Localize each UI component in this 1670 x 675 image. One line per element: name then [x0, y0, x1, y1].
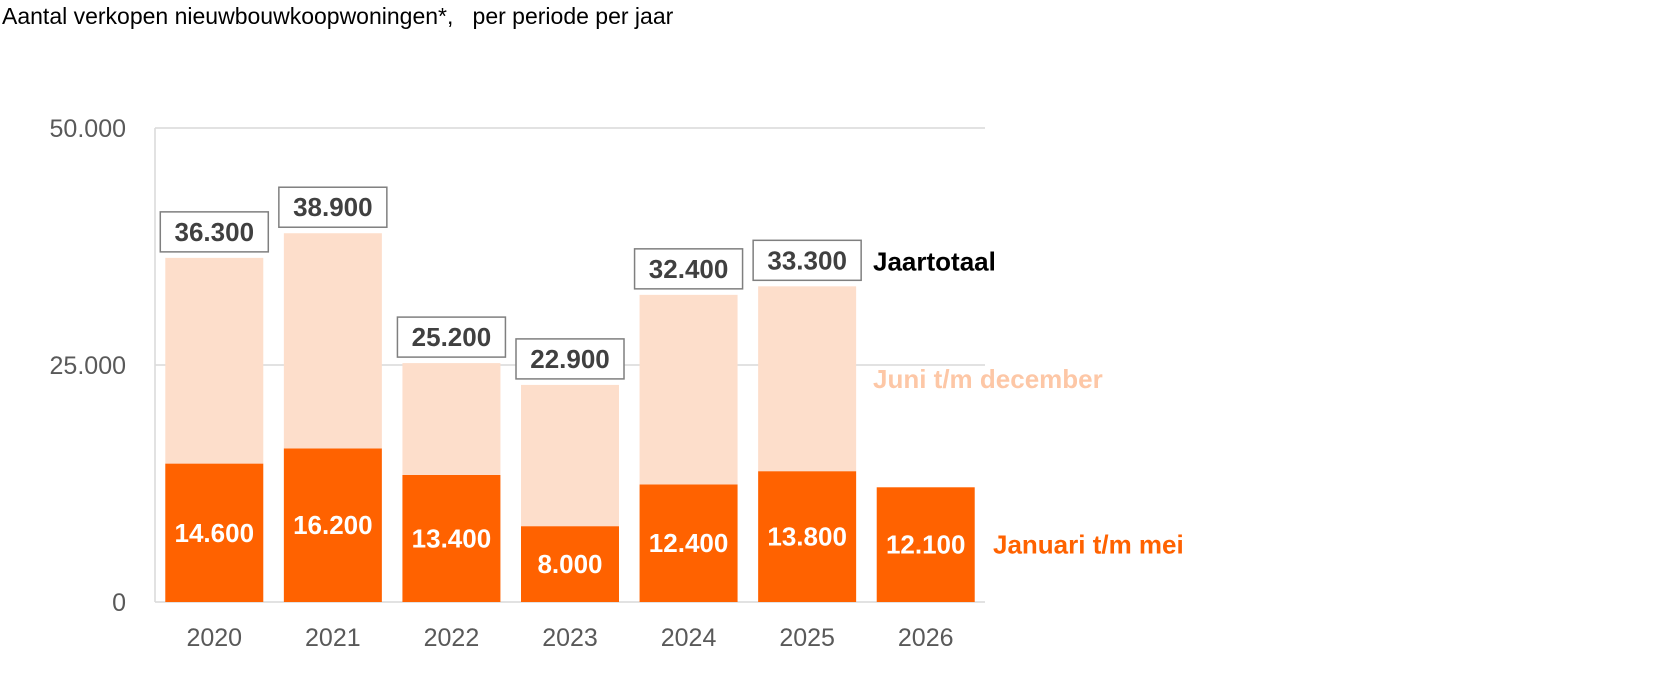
data-label-januari-mei: 8.000 [537, 549, 602, 579]
total-label-box [515, 338, 625, 380]
bar-segment-januari-mei [758, 471, 857, 602]
legend-juni-december: Juni t/m december [873, 364, 1103, 394]
x-tick-label: 2025 [779, 624, 835, 652]
y-tick-label: 25.000 [50, 352, 126, 380]
y-tick-label: 0 [112, 589, 126, 617]
total-label: 38.900 [293, 192, 373, 222]
bar-segment-juni-december [283, 233, 382, 449]
x-tick-label: 2026 [898, 624, 954, 652]
x-tick-label: 2020 [186, 624, 242, 652]
total-label-box [752, 239, 862, 282]
bar-segment-januari-mei [639, 484, 738, 602]
total-label-box [159, 211, 270, 253]
bars [165, 233, 975, 602]
y-tick-label: 50.000 [50, 115, 126, 143]
bar-segment-juni-december [165, 257, 264, 464]
x-tick-label: 2024 [661, 624, 717, 652]
total-label: 32.400 [649, 254, 729, 284]
bar-segment-juni-december [639, 294, 738, 485]
total-label: 36.300 [175, 217, 255, 247]
data-label-januari-mei: 13.400 [412, 523, 492, 553]
bar-segment-januari-mei [165, 463, 264, 602]
data-label-januari-mei: 13.800 [767, 522, 847, 552]
x-tick-label: 2022 [424, 624, 480, 652]
bar-segment-januari-mei [283, 448, 382, 602]
bar-segment-januari-mei [876, 487, 975, 602]
x-tick-label: 2023 [542, 624, 598, 652]
total-label-box [633, 248, 744, 290]
total-label: 33.300 [767, 245, 847, 275]
data-labels: 14.600 36.300 16.200 38.900 13.400 25.200 8.00… [159, 186, 966, 579]
data-label-januari-mei: 12.100 [886, 530, 966, 560]
bar-segment-juni-december [402, 363, 501, 475]
legend: Jaartotaal Juni t/m december Januari t/m m… [873, 246, 1184, 559]
data-label-januari-mei: 16.200 [293, 510, 373, 540]
total-label-box [396, 316, 507, 358]
bar-segment-januari-mei [402, 474, 501, 602]
total-label-box [278, 186, 388, 228]
data-label-januari-mei: 14.600 [175, 518, 255, 548]
chart-title: Aantal verkopen nieuwbouwkoopwoningen*, … [2, 3, 674, 29]
total-label: 25.200 [412, 322, 492, 352]
bar-segment-juni-december [521, 384, 619, 527]
y-axis-ticks: 0 25.000 50.000 [50, 115, 126, 617]
data-label-januari-mei: 12.400 [649, 528, 729, 558]
x-axis-ticks: 2020 2021 2022 2023 2024 2025 2026 [186, 624, 953, 652]
legend-januari-mei: Januari t/m mei [993, 530, 1184, 560]
legend-jaartotaal: Jaartotaal [873, 246, 996, 276]
x-tick-label: 2021 [305, 624, 361, 652]
total-label: 22.900 [530, 344, 610, 374]
bar-segment-juni-december [758, 286, 857, 472]
bar-segment-januari-mei [521, 526, 619, 602]
